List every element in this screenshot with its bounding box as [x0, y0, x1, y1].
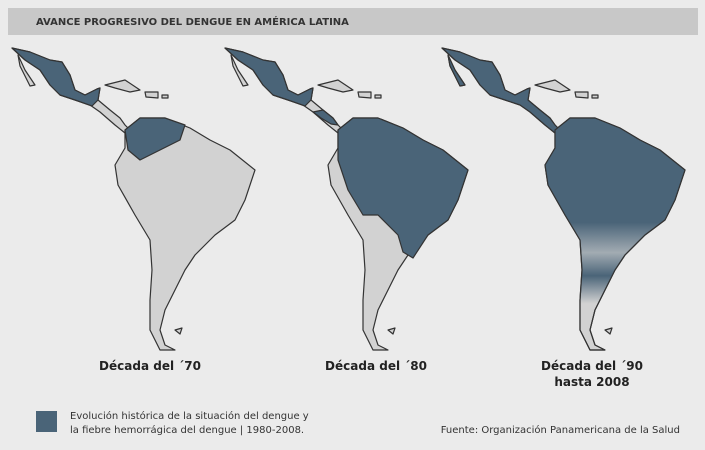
title-bar — [8, 8, 698, 35]
legend-text: Evolución histórica de la situación del … — [70, 410, 309, 422]
title: AVANCE PROGRESIVO DEL DENGUE EN AMÉRICA … — [36, 15, 349, 28]
map-label: hasta 2008 — [554, 375, 629, 389]
map-70 — [11, 47, 256, 351]
map-label: Década del ´90 — [541, 359, 643, 373]
source: Fuente: Organización Panamericana de la … — [441, 424, 680, 436]
legend-swatch — [36, 411, 57, 432]
legend-text: la fiebre hemorrágica del dengue | 1980-… — [70, 424, 304, 436]
map-80 — [224, 47, 469, 351]
map-label: Década del ´70 — [99, 359, 201, 373]
map-label: Década del ´80 — [325, 359, 427, 373]
map-90 — [441, 47, 686, 351]
